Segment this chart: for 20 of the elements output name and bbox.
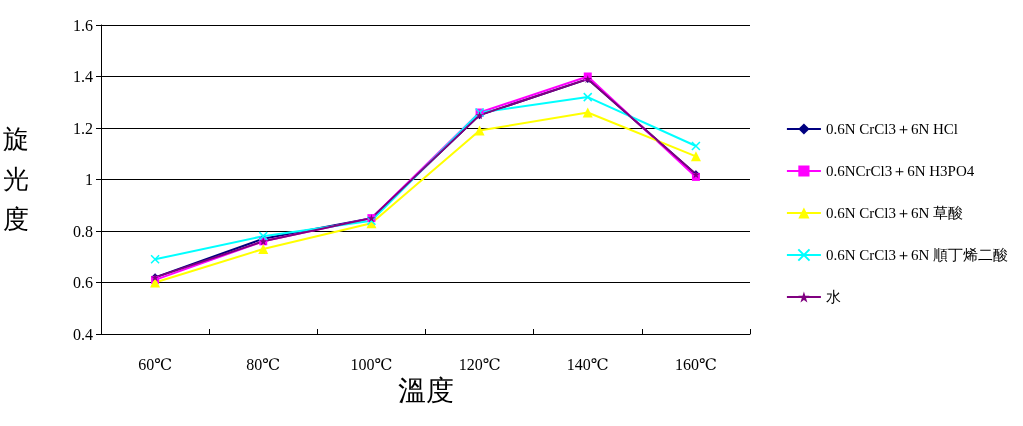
y-tick-label: 0.6 xyxy=(73,274,93,291)
y-tick-label: 1.2 xyxy=(73,119,93,137)
y-axis-title: 旋光度 xyxy=(3,125,29,234)
legend-label: 水 xyxy=(825,289,841,305)
y-tick-label: 1.6 xyxy=(73,16,93,34)
legend-label: 0.6N CrCl3＋6N 草酸 xyxy=(825,205,964,221)
y-tick-label: 1.4 xyxy=(73,68,93,85)
y-tick-label: 0.4 xyxy=(73,325,93,343)
x-tick-label: 120℃ xyxy=(458,355,501,373)
legend-label: 0.6N CrCl3＋6N 順丁烯二酸 xyxy=(825,247,1009,263)
x-tick-label: 60℃ xyxy=(138,355,173,373)
legend-label: 0.6N CrCl3＋6N HCl xyxy=(825,121,959,137)
x-tick-label: 80℃ xyxy=(246,355,281,373)
y-tick-label: 0.8 xyxy=(73,222,93,240)
x-tick-label: 160℃ xyxy=(674,355,717,373)
x-tick-label: 100℃ xyxy=(350,355,393,373)
x-tick-label: 140℃ xyxy=(566,355,609,373)
x-axis-title: 溫度 xyxy=(397,375,454,407)
y-tick-label: 1 xyxy=(85,171,93,188)
legend-label: 0.6NCrCl3＋6N H3PO4 xyxy=(825,163,975,179)
